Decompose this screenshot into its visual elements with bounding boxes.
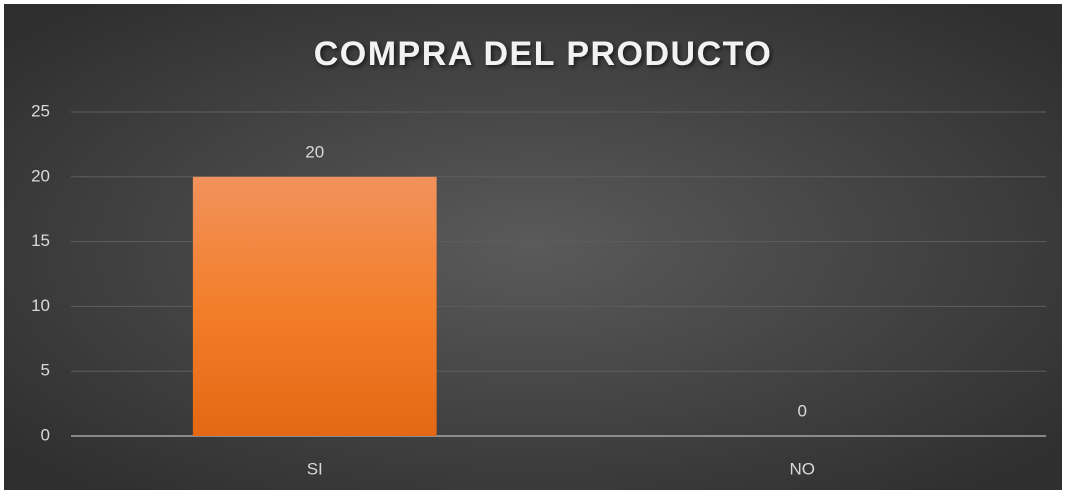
chart-title: COMPRA DEL PRODUCTO (314, 35, 773, 73)
data-label: 20 (305, 142, 324, 161)
y-tick-label: 5 (41, 361, 50, 380)
y-tick-label: 20 (31, 166, 50, 185)
y-tick-label: 15 (31, 231, 50, 250)
x-tick-label: NO (790, 459, 816, 478)
y-tick-label: 25 (31, 101, 50, 120)
chart-background (4, 4, 1062, 490)
y-tick-label: 10 (31, 296, 50, 315)
y-tick-label: 0 (41, 425, 50, 444)
bar (192, 176, 437, 437)
x-tick-label: SI (307, 459, 323, 478)
data-label: 0 (798, 401, 807, 420)
